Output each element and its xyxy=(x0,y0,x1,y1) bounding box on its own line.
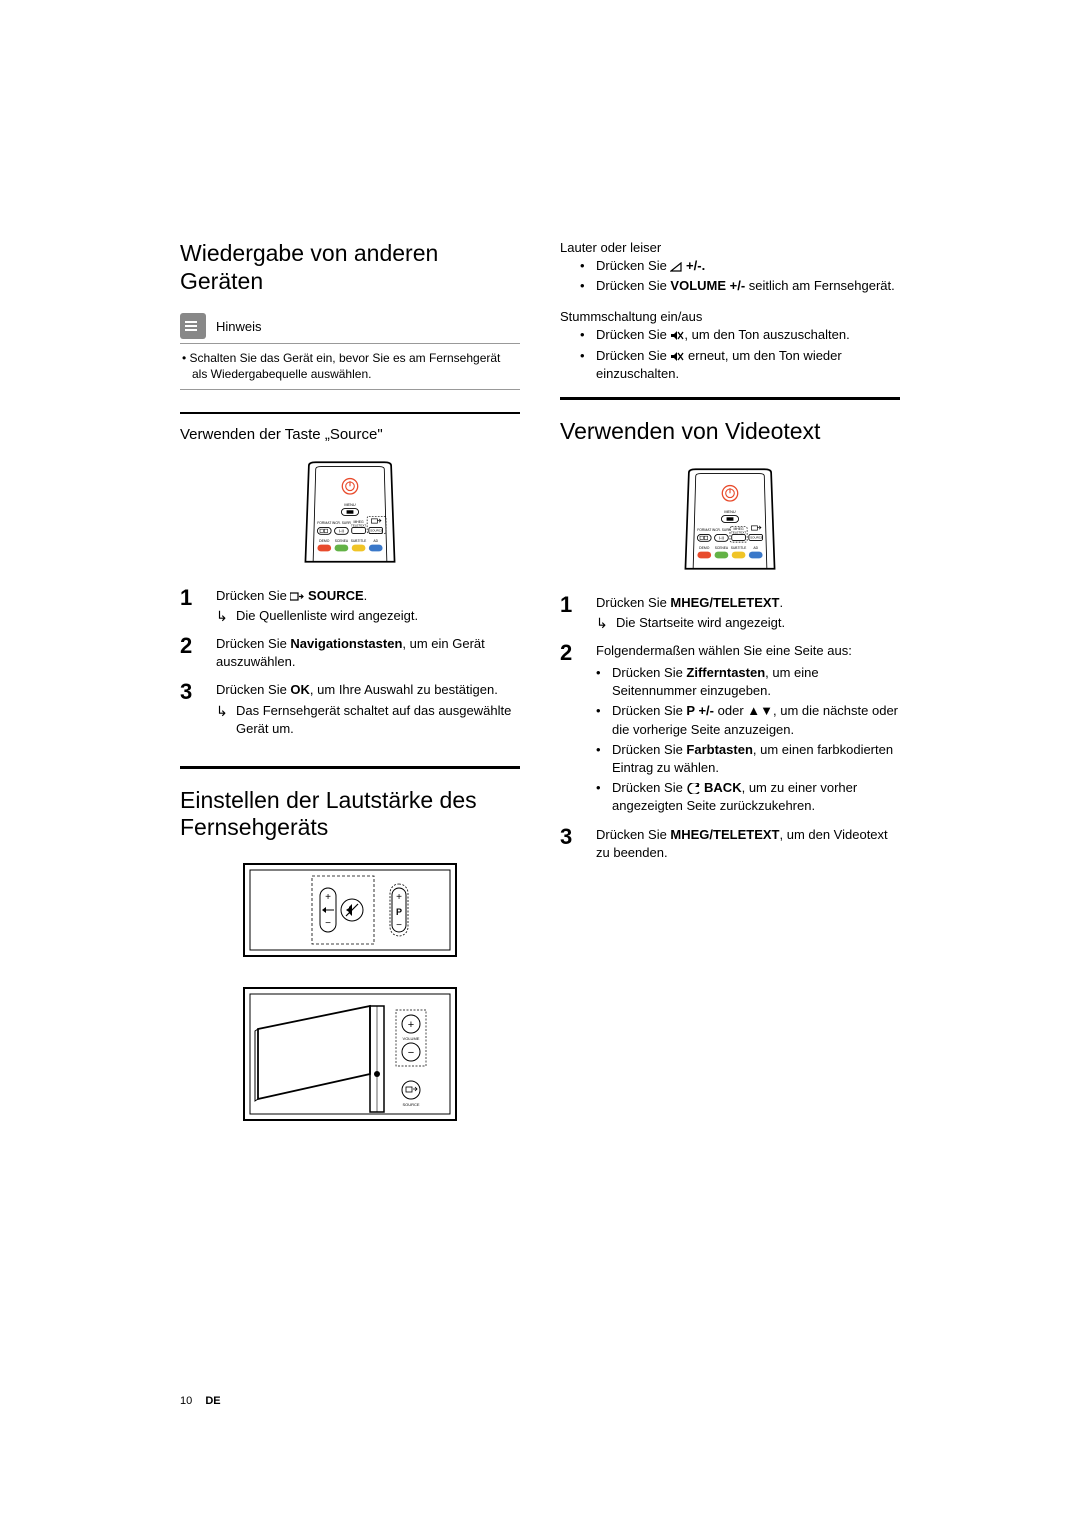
source-step-3-sub: Das Fernsehgerät schaltet auf das ausgew… xyxy=(216,702,520,738)
teletext-step-3: Drücken Sie MHEG/TELETEXT, um den Videot… xyxy=(560,826,900,862)
svg-text:MENU: MENU xyxy=(344,503,356,507)
svg-text:INCR. SURR: INCR. SURR xyxy=(332,521,352,525)
svg-text:P: P xyxy=(396,907,402,917)
source-step-3: Drücken Sie OK, um Ihre Auswahl zu bestä… xyxy=(180,681,520,738)
note-icon xyxy=(180,313,206,339)
svg-text:VOLUME: VOLUME xyxy=(403,1036,420,1041)
remote-volume-illustration: + − + P − xyxy=(180,860,520,960)
heading-volume: Einstellen der Lautstärke des Fernsehger… xyxy=(180,787,520,842)
svg-text:SOURCE: SOURCE xyxy=(402,1102,419,1107)
svg-text:+: + xyxy=(396,892,402,903)
svg-text:FORMAT: FORMAT xyxy=(317,521,331,525)
svg-text:INCR. SURR: INCR. SURR xyxy=(712,528,732,532)
svg-text:SCENEA: SCENEA xyxy=(335,539,349,543)
page-footer: 10 DE xyxy=(180,1395,221,1407)
louder-list: Drücken Sie +/-. Drücken Sie VOLUME +/- … xyxy=(560,257,900,295)
svg-text:MENU: MENU xyxy=(724,510,736,514)
teletext-step-2-item-2: Drücken Sie P +/- oder ▲▼, um die nächst… xyxy=(596,702,900,738)
svg-text:DEMO: DEMO xyxy=(319,539,330,543)
source-step-2: Drücken Sie Navigationstasten, um ein Ge… xyxy=(180,635,520,671)
source-steps: Drücken Sie SOURCE. Die Quellenliste wir… xyxy=(180,587,520,738)
svg-text:SOURCE: SOURCE xyxy=(750,535,763,539)
mute-item-1: Drücken Sie , um den Ton auszuschalten. xyxy=(580,326,900,344)
teletext-step-1: Drücken Sie MHEG/TELETEXT. Die Startseit… xyxy=(560,594,900,632)
remote-illustration-teletext: MENU FORMAT INCR. SURR MHEG TELETEXT SOU… xyxy=(560,464,900,574)
teletext-step-2: Folgendermaßen wählen Sie eine Seite aus… xyxy=(560,642,900,816)
mute-item-2: Drücken Sie erneut, um den Ton wieder ei… xyxy=(580,347,900,383)
svg-text:DEMO: DEMO xyxy=(699,546,710,550)
right-column: Lauter oder leiser Drücken Sie +/-. Drüc… xyxy=(560,240,900,1150)
teletext-step-2-item-1: Drücken Sie Zifferntasten, um eine Seite… xyxy=(596,664,900,700)
left-column: Wiedergabe von anderen Geräten Hinweis S… xyxy=(180,240,520,1150)
svg-text:TELETEXT: TELETEXT xyxy=(351,523,366,527)
tv-side-illustration: + VOLUME − SOURCE xyxy=(180,984,520,1124)
note-label: Hinweis xyxy=(216,319,262,334)
svg-text:I-II: I-II xyxy=(339,528,344,533)
remote-illustration-source: MENU FORMAT INCR. SURR MHEG TELETEXT SOU… xyxy=(180,457,520,567)
louder-item-2: Drücken Sie VOLUME +/- seitlich am Ferns… xyxy=(580,277,900,295)
svg-text:SCENEA: SCENEA xyxy=(715,546,729,550)
source-step-1-sub: Die Quellenliste wird angezeigt. xyxy=(216,607,520,625)
teletext-step-2-item-4: Drücken Sie BACK, um zu einer vorher ang… xyxy=(596,779,900,815)
svg-text:SUBTITLE: SUBTITLE xyxy=(351,539,367,543)
svg-text:+: + xyxy=(408,1019,414,1031)
mute-list: Drücken Sie , um den Ton auszuschalten. … xyxy=(560,326,900,383)
page-lang: DE xyxy=(205,1395,220,1407)
svg-text:+: + xyxy=(325,892,331,903)
svg-text:I-II: I-II xyxy=(719,535,724,540)
note-body-text: Schalten Sie das Gerät ein, bevor Sie es… xyxy=(192,350,518,382)
heading-playback: Wiedergabe von anderen Geräten xyxy=(180,240,520,295)
heading-mute: Stummschaltung ein/aus xyxy=(560,309,900,324)
teletext-step-2-item-3: Drücken Sie Farbtasten, um einen farbkod… xyxy=(596,741,900,777)
teletext-steps: Drücken Sie MHEG/TELETEXT. Die Startseit… xyxy=(560,594,900,862)
source-step-1: Drücken Sie SOURCE. Die Quellenliste wir… xyxy=(180,587,520,625)
svg-text:SOURCE: SOURCE xyxy=(370,528,383,532)
svg-text:AD: AD xyxy=(753,546,758,550)
svg-text:SUBTITLE: SUBTITLE xyxy=(731,546,747,550)
svg-text:−: − xyxy=(396,920,402,931)
svg-text:TELETEXT: TELETEXT xyxy=(731,530,746,534)
svg-text:AD: AD xyxy=(373,539,378,543)
louder-item-1: Drücken Sie +/-. xyxy=(580,257,900,275)
heading-louder: Lauter oder leiser xyxy=(560,240,900,255)
heading-teletext: Verwenden von Videotext xyxy=(560,418,900,446)
svg-text:−: − xyxy=(325,918,331,929)
page-number: 10 xyxy=(180,1395,192,1407)
heading-source: Verwenden der Taste „Source" xyxy=(180,426,520,443)
svg-text:FORMAT: FORMAT xyxy=(697,528,711,532)
teletext-step-1-sub: Die Startseite wird angezeigt. xyxy=(596,614,900,632)
svg-text:−: − xyxy=(408,1047,414,1059)
note-box: Hinweis Schalten Sie das Gerät ein, bevo… xyxy=(180,313,520,389)
